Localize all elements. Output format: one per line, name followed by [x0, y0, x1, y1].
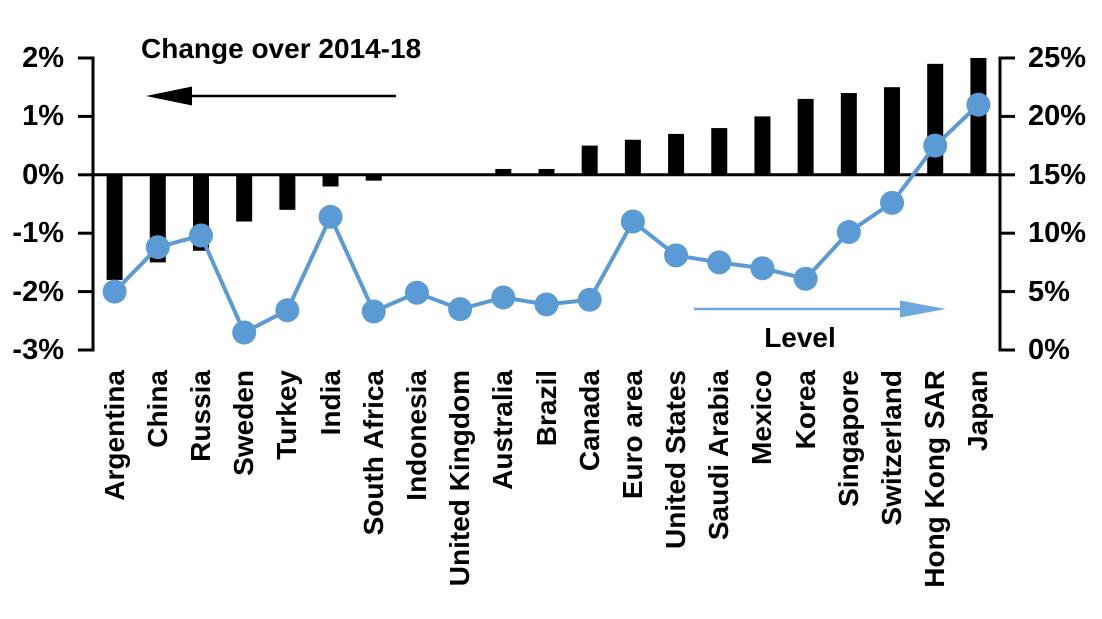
category-label: Turkey — [271, 370, 303, 460]
category-label: Indonesia — [400, 370, 432, 501]
chart-title: Change over 2014-18 — [141, 33, 422, 64]
bar-mark — [668, 133, 685, 175]
category-label: Argentina — [98, 370, 130, 501]
bar-mark — [495, 168, 512, 175]
bar-mark — [754, 116, 771, 175]
left-axis-tick-label: -3% — [12, 334, 64, 366]
level-dot — [145, 235, 170, 260]
level-dot — [707, 250, 732, 275]
level-dot — [836, 220, 861, 245]
category-label: Australia — [487, 370, 519, 490]
level-dot — [361, 299, 386, 324]
level-dot — [318, 204, 343, 229]
category-label: India — [314, 370, 346, 436]
bar-mark — [927, 63, 944, 175]
level-series-label: Level — [764, 322, 836, 353]
category-label: Canada — [573, 370, 605, 472]
category-label: Korea — [789, 370, 821, 450]
right-axis-tick-label: 15% — [1028, 158, 1087, 191]
level-dot — [275, 298, 300, 323]
level-dot — [102, 279, 127, 304]
level-dot — [620, 209, 645, 234]
category-label: South Africa — [357, 370, 389, 536]
category-label: Brazil — [530, 370, 562, 447]
category-label: United Kingdom — [444, 370, 476, 587]
category-label: China — [141, 370, 173, 448]
bar-mark — [106, 174, 123, 280]
left-axis-tick-label: 0% — [22, 158, 64, 191]
right-axis-tick-label: 5% — [1028, 275, 1070, 308]
left-axis-tick-label: -1% — [12, 217, 64, 250]
category-label: Japan — [962, 370, 994, 451]
level-dot — [577, 287, 602, 312]
bar-mark — [538, 168, 555, 175]
level-dot — [793, 266, 818, 291]
category-label: Sweden — [228, 370, 260, 476]
right-arrow-head-icon — [900, 300, 946, 318]
level-dot — [232, 320, 257, 345]
bar-mark — [884, 87, 901, 175]
level-dot — [880, 190, 905, 215]
left-arrow-head-icon — [146, 86, 192, 106]
left-axis-tick-label: 2% — [22, 42, 64, 74]
level-dot — [188, 223, 213, 248]
right-axis-tick-label: 10% — [1028, 217, 1087, 250]
category-label: Saudi Arabia — [703, 370, 735, 541]
level-dot — [534, 292, 559, 317]
category-label: United States — [660, 370, 692, 549]
bar-mark — [797, 98, 814, 175]
bar-mark — [365, 174, 382, 181]
bar-mark — [236, 174, 253, 222]
bar-mark — [322, 174, 339, 187]
category-label: Singapore — [832, 370, 864, 507]
category-label: Russia — [184, 370, 216, 462]
level-dot — [750, 256, 775, 281]
bar-mark — [279, 174, 296, 210]
category-label: Switzerland — [876, 370, 908, 526]
bar-mark — [624, 139, 641, 175]
right-axis-tick-label: 25% — [1028, 42, 1087, 74]
level-dot — [448, 297, 473, 322]
level-dot — [491, 285, 516, 310]
bar-mark — [840, 93, 857, 175]
category-label: Mexico — [746, 370, 778, 465]
left-axis-tick-label: -2% — [12, 275, 64, 308]
left-axis-tick-label: 1% — [22, 100, 64, 133]
category-label: Euro area — [616, 370, 648, 500]
bar-mark — [581, 145, 598, 175]
category-label: Hong Kong SAR — [919, 370, 951, 588]
level-dot — [664, 243, 689, 268]
bar-mark — [711, 128, 728, 175]
right-axis-tick-label: 20% — [1028, 100, 1087, 133]
level-dot — [966, 92, 991, 117]
level-dot — [923, 133, 948, 158]
level-dot — [404, 280, 429, 305]
right-axis-tick-label: 0% — [1028, 334, 1070, 366]
